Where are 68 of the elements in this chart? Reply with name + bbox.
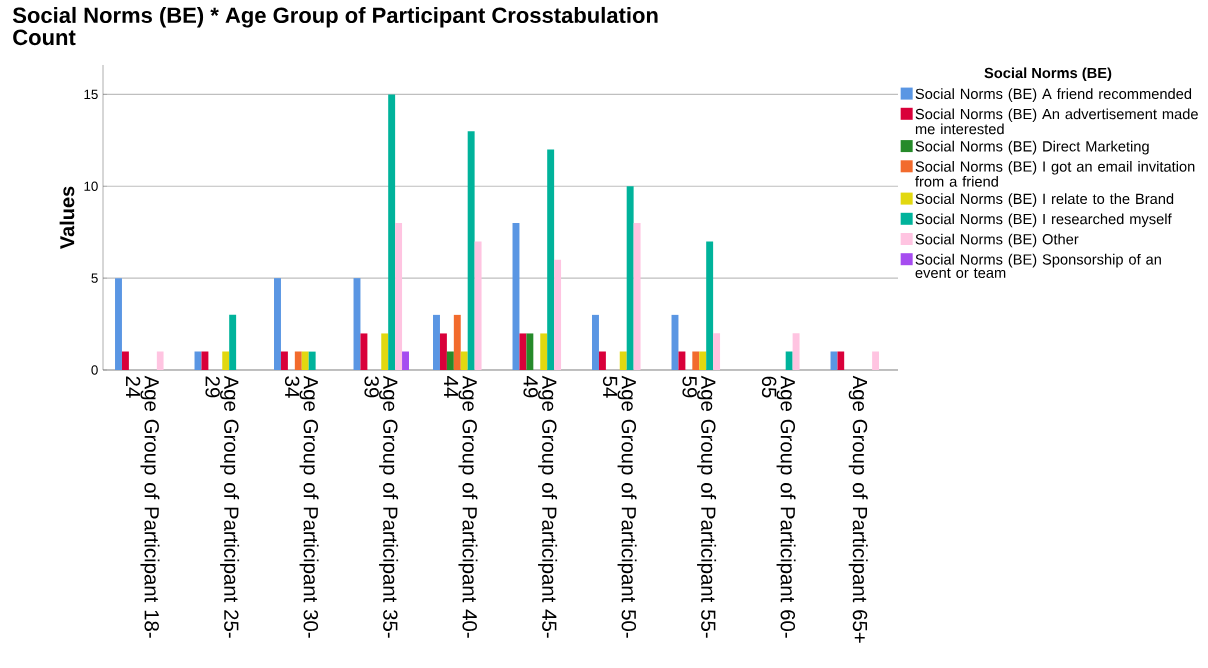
chart-title: Social Norms (BE) * Age Group of Participant Crosstabulation	[12, 6, 658, 28]
y-tick-label: 10	[84, 181, 98, 191]
bar	[792, 333, 800, 370]
x-tick-label: Age Group of Participant 60-65	[761, 375, 796, 638]
bar	[115, 278, 122, 370]
x-tick-label: Age Group of Participant 55-59	[682, 375, 717, 638]
bar	[280, 351, 288, 370]
chart-subtitle: Count	[13, 29, 76, 46]
legend-label: Social Norms (BE) An advertisement made me interested	[915, 108, 1198, 135]
x-tick-label: Age Group of Participant 40-44	[444, 375, 478, 638]
legend-label: Social Norms (BE) I got an email invitation from a friend	[915, 160, 1195, 187]
y-tick-label: 0	[91, 365, 98, 375]
bar	[381, 333, 389, 370]
bar	[433, 314, 440, 370]
bar	[446, 351, 454, 370]
bar	[554, 259, 562, 370]
bar	[395, 223, 403, 370]
x-tick-label: Age Group of Participant 45-49	[523, 375, 558, 638]
legend-title: Social Norms (BE)	[984, 67, 1112, 82]
legend-label: Social Norms (BE) Sponsorship of an event or team	[915, 253, 1161, 278]
bar	[360, 333, 368, 370]
legend-label: Social Norms (BE) Direct Marketing	[915, 140, 1149, 155]
bar	[619, 351, 627, 370]
y-tick-label: 5	[91, 273, 98, 283]
bar	[402, 351, 409, 370]
bar	[837, 351, 845, 370]
bar	[540, 333, 548, 370]
legend-label: Social Norms (BE) I researched myself	[915, 213, 1172, 228]
bar	[201, 351, 209, 370]
bar	[678, 351, 686, 370]
bar	[785, 351, 793, 370]
bar	[156, 351, 164, 370]
bar	[706, 241, 714, 370]
bar	[301, 351, 309, 370]
bar	[872, 351, 880, 370]
legend-label: Social Norms (BE) I relate to the Brand	[915, 193, 1174, 207]
bar	[474, 241, 482, 370]
bar	[439, 333, 447, 370]
bar	[592, 314, 599, 370]
bar	[388, 94, 396, 370]
x-tick-label: Age Group of Participant 25-29	[205, 375, 240, 638]
bar	[626, 186, 634, 370]
bar	[699, 351, 707, 370]
legend-label: Social Norms (BE) Other	[915, 233, 1079, 248]
x-tick-label: Age Group of Participant 35-39	[364, 375, 399, 638]
bar	[229, 314, 237, 370]
bar	[692, 351, 700, 370]
y-axis-title: Values	[59, 186, 75, 250]
x-tick-label: Age Group of Participant 30-34	[284, 375, 319, 638]
y-tick-label: 15	[84, 89, 98, 100]
bar	[547, 149, 555, 370]
bar	[294, 351, 302, 370]
bar	[460, 351, 468, 370]
bar	[519, 333, 527, 370]
bar	[713, 333, 721, 370]
x-tick-label: Age Group of Participant 65+	[848, 375, 868, 643]
bar	[453, 314, 461, 370]
bar	[222, 351, 230, 370]
bar	[274, 278, 281, 370]
legend-label: Social Norms (BE) A friend recommended	[915, 88, 1192, 102]
bar	[308, 351, 316, 370]
bar	[633, 223, 641, 370]
x-tick-label: Age Group of Participant 18-24	[126, 375, 160, 638]
bar	[598, 351, 606, 370]
bar	[121, 351, 129, 370]
bar	[467, 131, 475, 370]
x-tick-label: Age Group of Participant 50-54	[602, 375, 637, 638]
bar	[526, 333, 534, 370]
